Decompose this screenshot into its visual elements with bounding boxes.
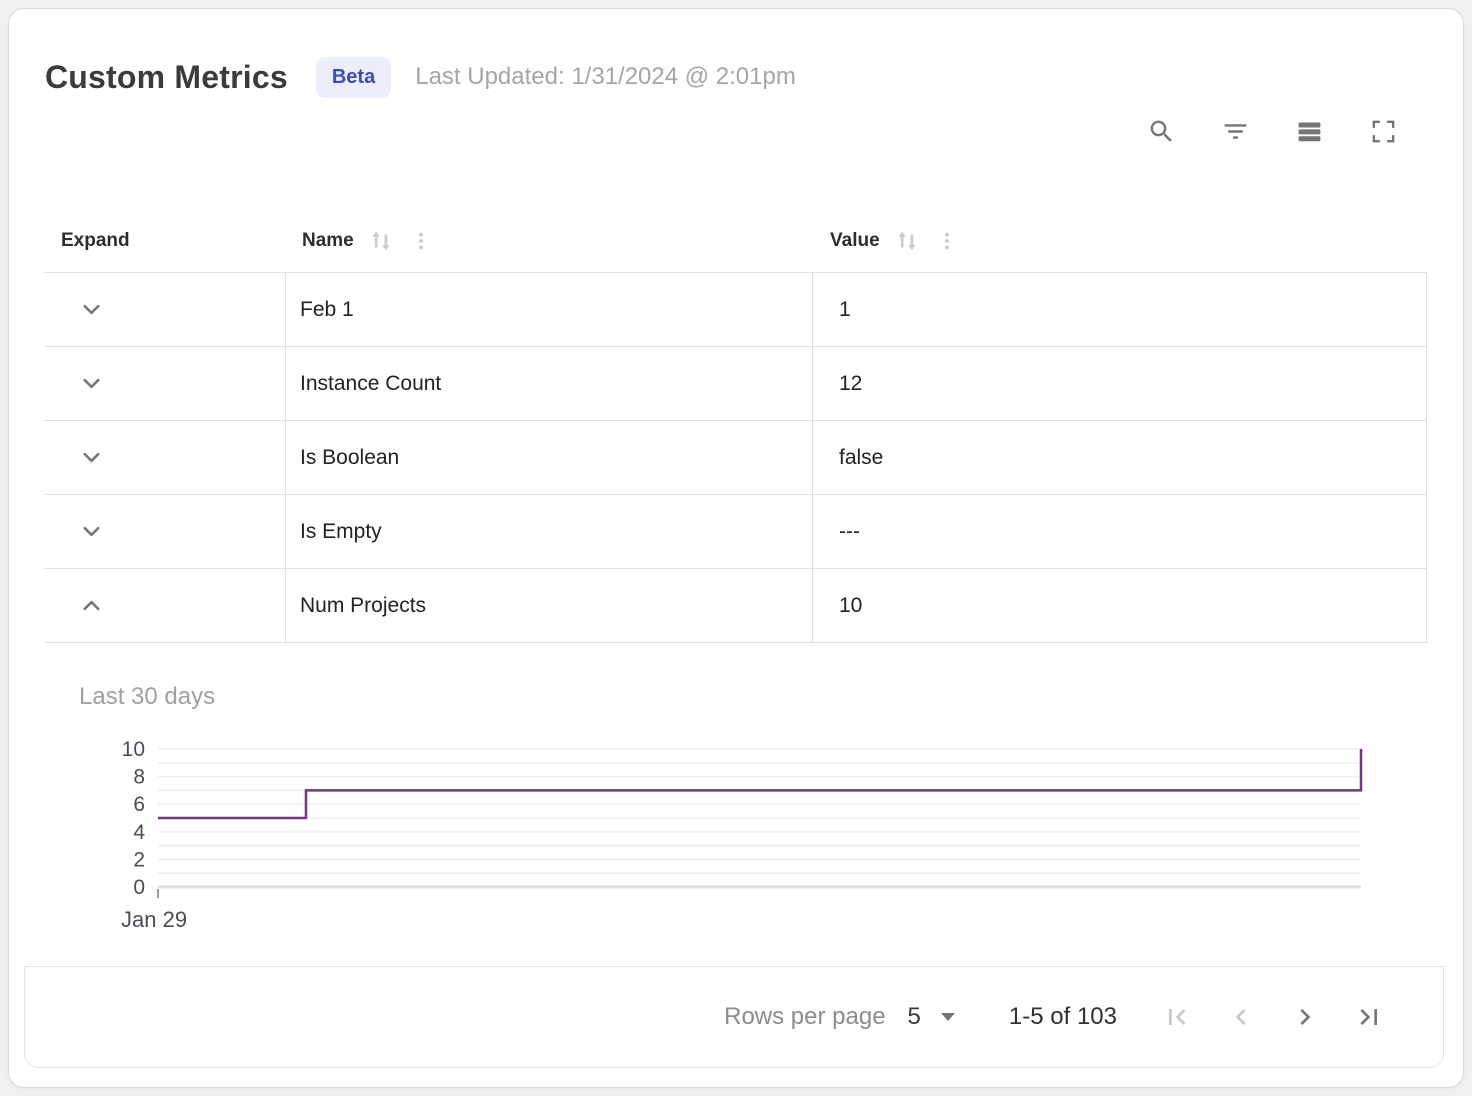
value-cell: false xyxy=(813,421,1427,494)
column-menu-icon[interactable] xyxy=(410,230,432,252)
value-cell: 12 xyxy=(813,347,1427,420)
table-row: Instance Count 12 xyxy=(45,347,1427,421)
name-cell: Is Boolean xyxy=(286,421,813,494)
metric-name: Instance Count xyxy=(300,371,442,395)
rows-per-page-value: 5 xyxy=(907,1003,921,1030)
last-page-button[interactable] xyxy=(1337,993,1401,1041)
name-cell: Instance Count xyxy=(286,347,813,420)
table-row: Feb 1 1 xyxy=(45,273,1427,347)
rows-per-page-select[interactable]: 5 xyxy=(908,1003,955,1031)
beta-badge: Beta xyxy=(315,56,392,98)
expand-cell xyxy=(45,569,286,642)
name-cell: Num Projects xyxy=(286,569,813,642)
filter-button[interactable] xyxy=(1215,111,1255,151)
chevron-down-icon xyxy=(82,378,100,389)
svg-text:2: 2 xyxy=(133,848,145,871)
metric-value: 1 xyxy=(839,297,851,321)
density-icon xyxy=(1298,121,1320,141)
filter-icon xyxy=(1224,123,1246,139)
last-page-icon xyxy=(1360,1009,1377,1025)
expand-cell xyxy=(45,273,286,346)
expand-row-button[interactable] xyxy=(73,588,109,624)
chevron-up-icon xyxy=(82,600,100,611)
value-cell: --- xyxy=(813,495,1427,568)
search-icon xyxy=(1150,120,1172,142)
chevron-down-icon xyxy=(82,452,100,463)
expand-cell xyxy=(45,347,286,420)
row-detail-panel: Last 30 days 0 2 4 6 8 10 Jan 29 xyxy=(45,643,1427,942)
grid-footer: Rows per page 5 1-5 of 103 xyxy=(24,966,1444,1068)
expand-row-button[interactable] xyxy=(73,440,109,476)
table-row: Is Empty --- xyxy=(45,495,1427,569)
value-cell: 1 xyxy=(813,273,1427,346)
fullscreen-button[interactable] xyxy=(1363,111,1403,151)
table-header-row: Expand Name Value xyxy=(45,209,1427,273)
chevron-right-icon xyxy=(1300,1009,1311,1025)
next-page-button[interactable] xyxy=(1273,993,1337,1041)
num-projects-sparkline: 0 2 4 6 8 10 Jan 29 xyxy=(121,738,1363,932)
expand-cell xyxy=(45,421,286,494)
table-row: Num Projects 10 xyxy=(45,569,1427,643)
first-page-icon xyxy=(1169,1009,1186,1025)
title-row: Custom Metrics Beta Last Updated: 1/31/2… xyxy=(45,53,1427,101)
column-header-value[interactable]: Value xyxy=(813,209,1427,272)
column-menu-icon[interactable] xyxy=(936,230,958,252)
svg-text:Jan 29: Jan 29 xyxy=(121,907,187,932)
expand-row-button[interactable] xyxy=(73,366,109,402)
column-header-expand: Expand xyxy=(45,209,286,272)
column-header-name-label: Name xyxy=(302,229,354,251)
metric-value: --- xyxy=(839,519,860,543)
sparkline-title: Last 30 days xyxy=(79,683,216,710)
svg-text:0: 0 xyxy=(133,876,145,899)
expand-row-button[interactable] xyxy=(73,514,109,550)
svg-text:4: 4 xyxy=(133,821,145,844)
metric-name: Feb 1 xyxy=(300,297,354,321)
value-cell: 10 xyxy=(813,569,1427,642)
sort-icon[interactable] xyxy=(368,228,394,254)
sort-icon[interactable] xyxy=(894,228,920,254)
metric-value: 12 xyxy=(839,371,863,395)
custom-metrics-card: Custom Metrics Beta Last Updated: 1/31/2… xyxy=(8,8,1464,1088)
first-page-button[interactable] xyxy=(1145,993,1209,1041)
name-cell: Feb 1 xyxy=(286,273,813,346)
expand-row-button[interactable] xyxy=(73,292,109,328)
pagination-range-label: 1-5 of 103 xyxy=(1008,1003,1117,1030)
density-button[interactable] xyxy=(1289,111,1329,151)
chevron-down-icon xyxy=(82,304,100,315)
rows-per-page-label: Rows per page xyxy=(724,1003,886,1030)
column-header-expand-label: Expand xyxy=(61,229,130,251)
metric-name: Num Projects xyxy=(300,593,427,617)
table-row: Is Boolean false xyxy=(45,421,1427,495)
previous-page-button[interactable] xyxy=(1209,993,1273,1041)
svg-text:8: 8 xyxy=(133,766,145,789)
svg-text:10: 10 xyxy=(122,738,145,761)
chevron-left-icon xyxy=(1235,1009,1246,1025)
column-header-name[interactable]: Name xyxy=(286,209,813,272)
chevron-down-icon xyxy=(82,526,100,537)
search-button[interactable] xyxy=(1141,111,1181,151)
caret-down-icon xyxy=(940,1013,955,1021)
metric-value: false xyxy=(839,445,884,469)
table-body: Feb 1 1 Instance Count 12 xyxy=(45,273,1427,643)
last-updated-text: Last Updated: 1/31/2024 @ 2:01pm xyxy=(415,63,796,90)
page-title: Custom Metrics xyxy=(45,58,288,95)
column-header-value-label: Value xyxy=(830,229,880,251)
metric-name: Is Boolean xyxy=(300,445,400,469)
metric-name: Is Empty xyxy=(300,519,382,543)
fullscreen-icon xyxy=(1372,120,1394,142)
expand-cell xyxy=(45,495,286,568)
svg-text:6: 6 xyxy=(133,793,145,816)
metric-value: 10 xyxy=(839,593,863,617)
pagination-controls xyxy=(1145,993,1401,1041)
name-cell: Is Empty xyxy=(286,495,813,568)
grid-toolbar xyxy=(45,109,1427,153)
